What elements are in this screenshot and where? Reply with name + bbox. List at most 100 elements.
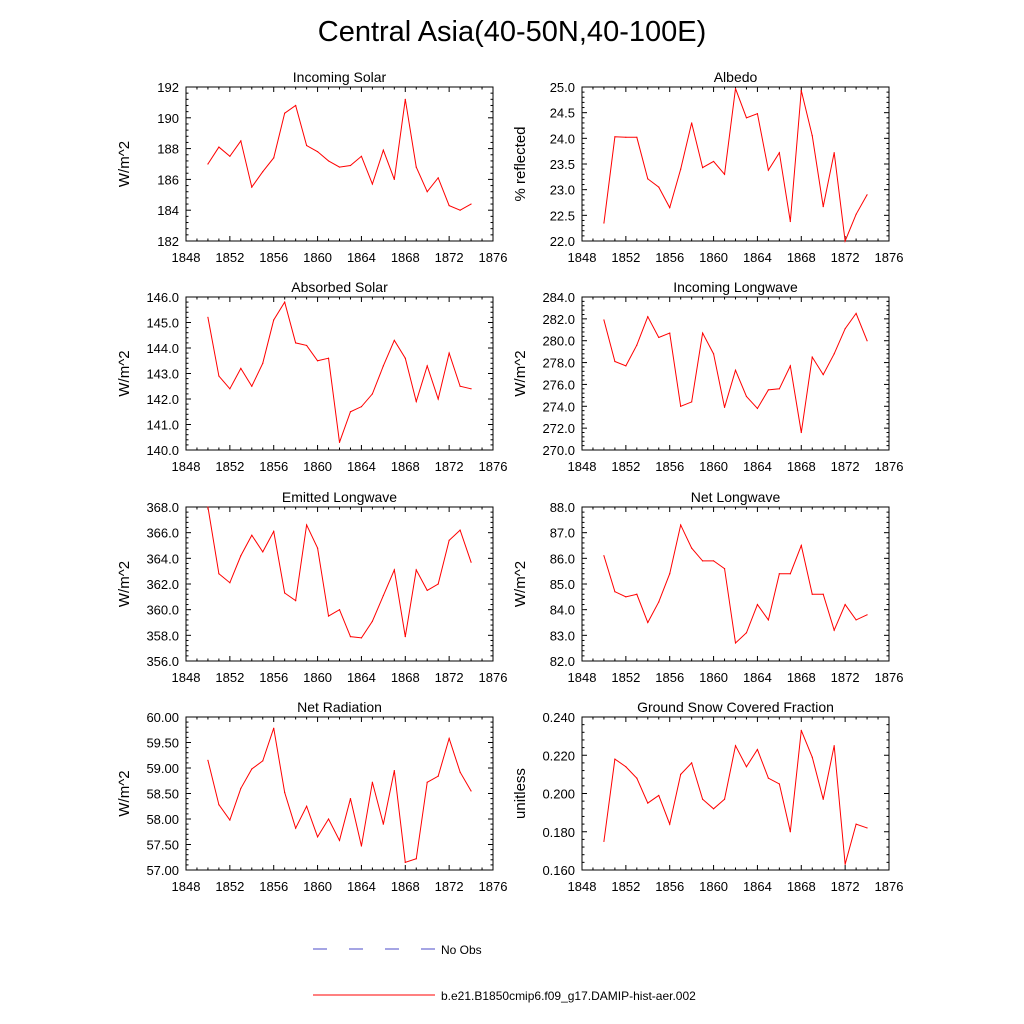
data-point <box>756 748 759 751</box>
data-point <box>448 352 450 354</box>
y-tick-label: 278.0 <box>542 356 575 371</box>
data-point <box>316 836 319 838</box>
data-point <box>603 555 605 557</box>
data-point <box>702 560 704 562</box>
panel-title: Net Radiation <box>297 699 382 715</box>
y-tick-label: 356.0 <box>146 654 179 669</box>
data-point <box>647 178 649 180</box>
y-tick-label: 23.0 <box>550 183 575 198</box>
x-tick-label: 1848 <box>568 459 597 474</box>
x-tick-label: 1872 <box>435 670 464 685</box>
data-point <box>426 191 428 193</box>
data-point <box>470 388 472 390</box>
data-point <box>295 600 297 602</box>
data-point <box>459 771 461 773</box>
data-point <box>636 344 638 346</box>
data-point <box>327 160 330 162</box>
y-tick-label: 59.00 <box>146 761 179 776</box>
data-point <box>404 861 406 863</box>
data-point <box>470 203 472 205</box>
x-tick-label: 1868 <box>787 670 816 685</box>
data-point <box>448 737 450 740</box>
legend-obs-label: No Obs <box>441 943 482 957</box>
data-point <box>327 357 330 359</box>
y-tick-label: 58.00 <box>146 812 179 827</box>
data-point <box>459 209 461 211</box>
y-tick-label: 57.00 <box>146 863 179 878</box>
x-tick-label: 1848 <box>568 879 597 894</box>
x-tick-label: 1868 <box>391 879 420 894</box>
x-tick-label: 1876 <box>875 670 904 685</box>
data-point <box>691 762 693 764</box>
data-point <box>636 777 638 779</box>
y-tick-label: 364.0 <box>146 551 179 566</box>
x-tick-label: 1872 <box>435 459 464 474</box>
x-tick-label: 1848 <box>568 250 597 265</box>
data-point <box>712 160 715 163</box>
x-tick-label: 1860 <box>303 250 332 265</box>
data-point <box>811 756 813 758</box>
data-point <box>338 166 341 168</box>
y-tick-label: 182 <box>157 234 179 249</box>
x-tick-label: 1856 <box>259 250 288 265</box>
x-tick-label: 1860 <box>699 670 728 685</box>
data-point <box>734 87 737 90</box>
y-tick-label: 0.200 <box>542 787 575 802</box>
data-point <box>273 319 275 321</box>
data-point <box>723 406 726 408</box>
data-point <box>262 760 264 762</box>
data-point <box>229 155 231 157</box>
data-point <box>306 805 308 807</box>
data-point <box>382 594 384 597</box>
data-point <box>603 840 605 842</box>
data-point <box>349 798 352 800</box>
x-tick-label: 1860 <box>699 879 728 894</box>
panel-title: Absorbed Solar <box>291 279 388 295</box>
data-point <box>833 745 835 747</box>
data-point <box>778 783 780 785</box>
panel-title: Albedo <box>714 69 758 85</box>
panel-2: Albedo % reflected 1848 1852 1856 1860 1864 186… <box>512 69 903 265</box>
x-tick-label: 1876 <box>479 670 508 685</box>
data-point <box>614 360 616 363</box>
data-point <box>393 178 395 180</box>
data-point <box>459 529 461 531</box>
x-tick-label: 1876 <box>479 250 508 265</box>
x-tick-label: 1868 <box>787 879 816 894</box>
x-tick-label: 1868 <box>787 250 816 265</box>
x-tick-label: 1876 <box>479 459 508 474</box>
data-point <box>360 155 363 157</box>
data-point <box>218 804 220 806</box>
panel-6: Net Longwave W/m^2 1848 1852 1856 1860 1864 186… <box>512 489 903 685</box>
data-point <box>251 768 253 770</box>
y-tick-label: 144.0 <box>146 341 179 356</box>
x-tick-label: 1856 <box>655 670 684 685</box>
data-point <box>800 431 802 434</box>
data-point <box>866 827 868 829</box>
series-line <box>207 506 472 639</box>
panel-title: Ground Snow Covered Fraction <box>637 699 834 715</box>
data-point <box>262 171 264 173</box>
data-point <box>218 146 220 148</box>
y-tick-label: 23.5 <box>550 157 575 172</box>
data-point <box>284 592 286 594</box>
y-tick-label: 141.0 <box>146 418 179 433</box>
y-tick-label: 280.0 <box>542 334 575 349</box>
data-point <box>360 406 363 408</box>
x-tick-label: 1864 <box>347 879 376 894</box>
plot-frame <box>185 716 494 871</box>
data-point <box>647 316 649 318</box>
figure-title: Central Asia(40-50N,40-100E) <box>318 16 706 48</box>
y-tick-label: 360.0 <box>146 603 179 618</box>
x-tick-label: 1852 <box>611 250 640 265</box>
data-point <box>240 787 242 790</box>
data-point <box>855 823 857 825</box>
data-point <box>767 777 769 779</box>
x-tick-label: 1864 <box>743 879 772 894</box>
y-tick-label: 276.0 <box>542 377 575 392</box>
data-point <box>658 601 660 603</box>
data-point <box>658 186 660 188</box>
data-point <box>437 398 439 400</box>
x-tick-label: 1872 <box>435 250 464 265</box>
data-point <box>833 629 835 631</box>
